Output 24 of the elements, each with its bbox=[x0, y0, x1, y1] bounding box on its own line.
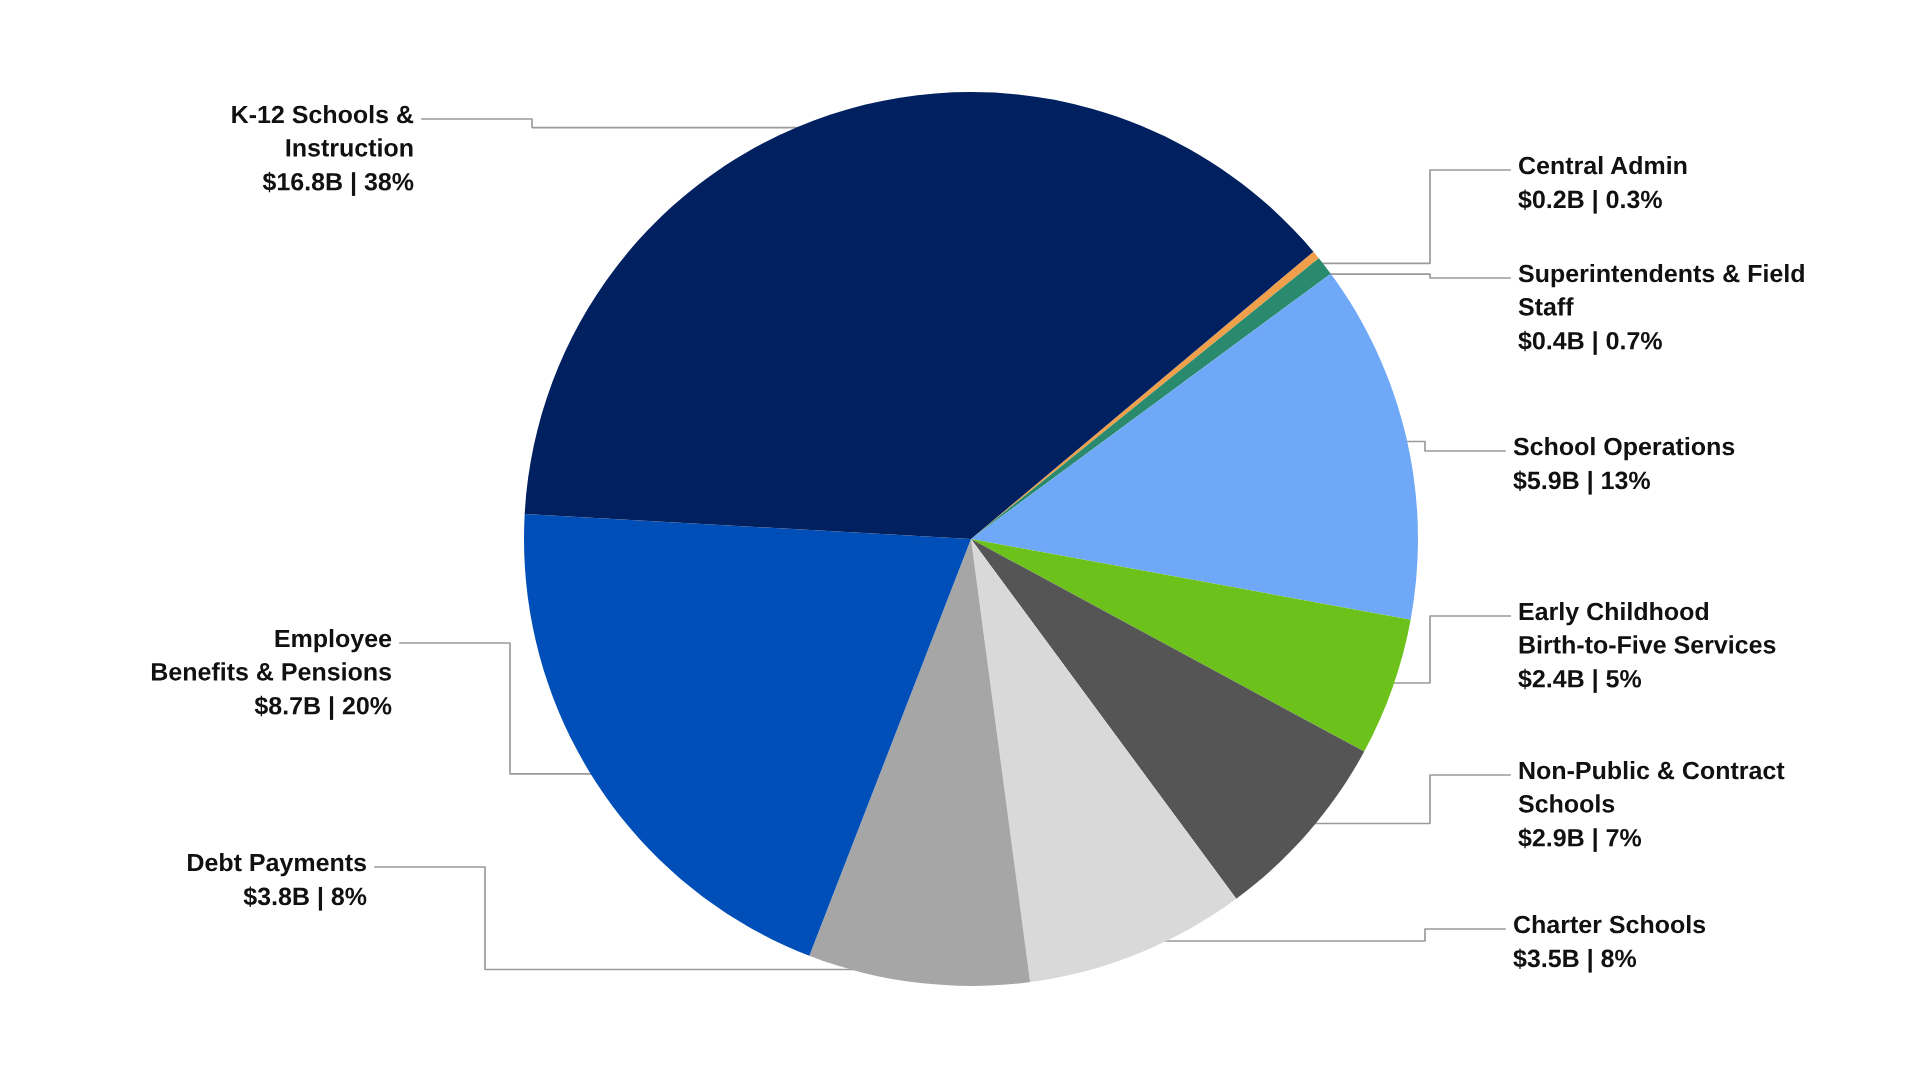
data-label: $2.4B | 5% bbox=[1518, 668, 1642, 693]
slice-label: K-12 Schools & Instruction bbox=[232, 105, 414, 157]
slice-label: Superintendents & Field Staff bbox=[1518, 264, 1804, 316]
slice-label: Debt Payments bbox=[188, 853, 366, 877]
pie-slice bbox=[971, 539, 1237, 983]
slice-label: Central Admin bbox=[1519, 156, 1687, 175]
slice-label: Charter Schools bbox=[1514, 915, 1706, 934]
slice-label: Employee Benefits & Pensions bbox=[151, 629, 392, 681]
data-label: $3.5B | 8% bbox=[1513, 948, 1637, 973]
slice-label: Early Childhood Birth-to-Five Services bbox=[1519, 602, 1776, 654]
pie-slice bbox=[524, 514, 971, 956]
data-label: $2.9B | 7% bbox=[1518, 827, 1642, 852]
pie-slice bbox=[971, 273, 1418, 620]
slice-label: Non-Public & Contract Schools bbox=[1518, 761, 1785, 813]
data-label: $5.9B | 13% bbox=[1513, 470, 1650, 495]
pie-slice bbox=[971, 539, 1365, 899]
pie-slice bbox=[524, 92, 1314, 539]
data-label: $16.8B | 38% bbox=[262, 171, 414, 196]
data-label: $0.4B | 0.7% bbox=[1518, 330, 1662, 355]
data-label: $0.2B | 0.3% bbox=[1518, 189, 1662, 214]
data-label: $8.7B | 20% bbox=[254, 695, 392, 720]
data-label: $3.8B | 8% bbox=[243, 886, 367, 911]
pie-slice bbox=[971, 539, 1411, 752]
slice-label: School Operations bbox=[1513, 437, 1735, 461]
